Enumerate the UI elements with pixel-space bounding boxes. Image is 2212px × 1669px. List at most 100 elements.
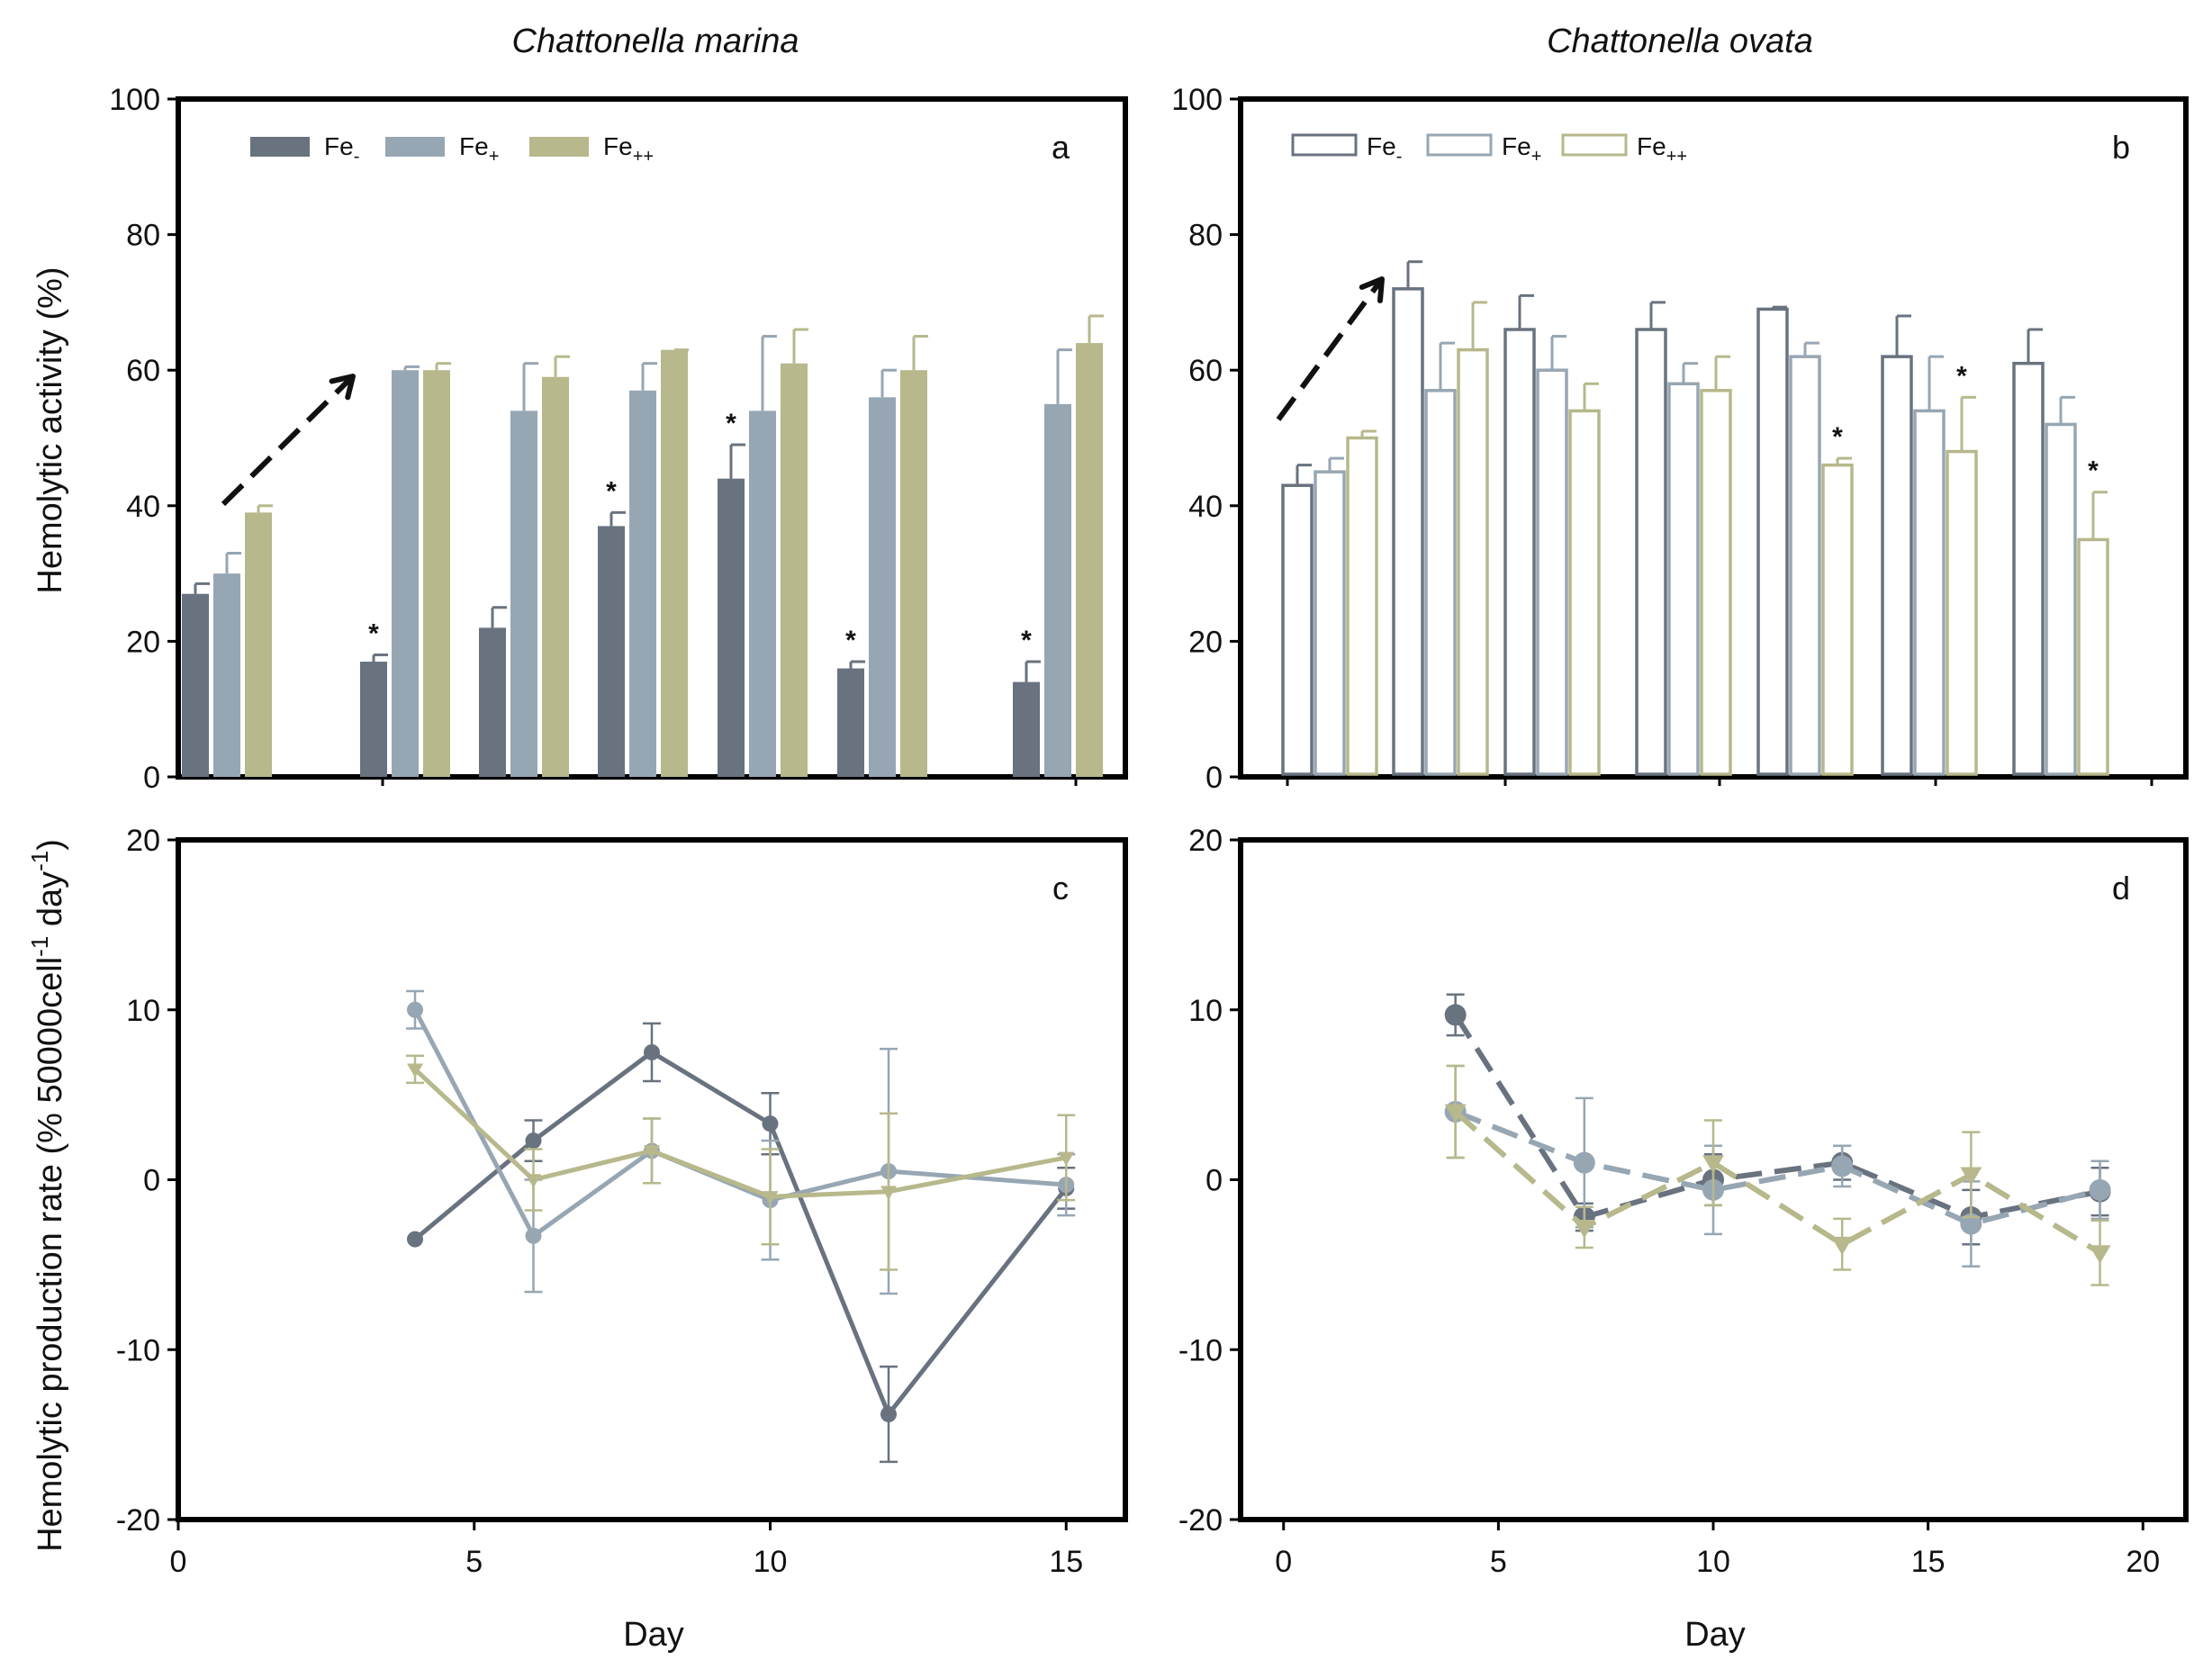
panel-a-y-tick-label-5: 100	[109, 83, 160, 117]
panel-d-line-Fe++	[1453, 1109, 2102, 1256]
panel-b-bar-Fe+-day7	[1536, 368, 1568, 776]
panel-a-y-tick-label-4: 80	[126, 219, 160, 253]
panel-d-marker-Fe+-day7	[1573, 1151, 1595, 1174]
panel-c-line-Fe+	[412, 1008, 1067, 1239]
panel-d-x-tick-label-2: 10	[1696, 1545, 1730, 1579]
panel-a-bar-Fe+-day0	[213, 573, 240, 777]
panel-a-bar-Fe--day6	[479, 627, 506, 777]
panel-b-y-tick-label-0: 0	[1205, 761, 1223, 795]
panel-c-line-chart: -20 -10 0 10 20 0 5 10 15 c	[116, 824, 1128, 1579]
panel-a-bar-Fe+-day8	[629, 390, 656, 777]
panel-b-bar-Fe--day4	[1392, 287, 1424, 776]
rate-label-main: Hemolytic production rate (% 50000cell	[32, 957, 69, 1552]
panel-a-legend-swatch-Fe+	[385, 137, 445, 157]
panel-b-bar-Fe++-day10	[1700, 389, 1732, 776]
panel-c-marker-Fe++-day8	[644, 1145, 660, 1159]
panel-c-y-tick-label-1: -10	[116, 1333, 160, 1367]
panel-a-bar-chart: 0 20 40 60 80 100 * * * * * Fe- Fe+ Fe++ a	[109, 83, 1128, 795]
panel-a-legend-swatch-Fe++	[529, 137, 589, 157]
panel-c-y-tick-label-2: 0	[143, 1164, 160, 1198]
panel-a-significance-Fe--day4: *	[368, 618, 379, 648]
panel-a-y-tick-label-0: 0	[143, 761, 160, 795]
panel-c-marker-Fe+-day6	[525, 1227, 542, 1244]
panel-c-marker-Fe--day6	[525, 1132, 542, 1150]
panel-d-marker-Fe+-day13	[1831, 1155, 1854, 1177]
panel-b-letter: b	[2112, 129, 2130, 166]
panel-b-bar-Fe++-day13	[1821, 463, 1854, 776]
panel-d-marker-Fe++-day10	[1702, 1155, 1724, 1174]
panel-a-arrow-head	[329, 374, 356, 401]
panel-b-arrow-head	[1359, 276, 1385, 303]
panel-c-marker-Fe--day4	[407, 1231, 423, 1248]
panel-c-x-tick-label-3: 15	[1049, 1545, 1083, 1579]
panel-b-bar-Fe+-day19	[2045, 422, 2077, 776]
panel-a-legend-swatch-Fe-	[250, 137, 310, 157]
panel-d-y-tick-label-0: -20	[1178, 1503, 1223, 1538]
panel-b-bar-Fe++-day7	[1568, 409, 1601, 776]
panel-b-significance-Fe++-day19: *	[2088, 456, 2099, 486]
panel-b-bar-Fe--day19	[2012, 361, 2045, 776]
rate-label-sup2: -1	[26, 851, 53, 871]
panel-b-bar-Fe--day13	[1756, 307, 1789, 776]
panel-a-letter: a	[1052, 129, 1070, 166]
panel-d-marker-Fe+-day16	[1960, 1213, 1982, 1235]
panel-d-marker-Fe++-day13	[1831, 1236, 1854, 1256]
x-axis-title-c: Day	[623, 1616, 684, 1654]
panel-d-x-tick-label-1: 5	[1490, 1545, 1507, 1579]
panel-a-bar-Fe--day15	[1013, 681, 1040, 777]
panel-a-bar-Fe--day0	[182, 593, 209, 777]
panel-c-marker-Fe++-day4	[407, 1063, 423, 1078]
panel-a-bar-Fe--day8	[598, 526, 625, 777]
panel-a-significance-Fe--day8: *	[606, 476, 617, 506]
panel-b-bar-Fe+-day16	[1913, 409, 1946, 776]
panel-b-bar-Fe--day10	[1635, 328, 1667, 776]
panel-a-bar-Fe--day4	[360, 661, 387, 777]
panel-a-y-tick-label-3: 60	[126, 354, 160, 388]
panel-a-significance-Fe--day15: *	[1021, 626, 1032, 655]
panel-b-bar-Fe++-day16	[1946, 449, 1978, 776]
rate-label-sup1: -1	[26, 936, 53, 957]
panel-b-y-tick-label-4: 80	[1188, 219, 1223, 253]
panel-b-y-tick-label-1: 20	[1188, 625, 1223, 659]
rate-label-end: )	[32, 839, 69, 851]
panel-c-marker-Fe--day10	[762, 1115, 779, 1132]
panel-d-marker-Fe++-day4	[1444, 1104, 1467, 1123]
panel-b-bar-Fe--day16	[1881, 355, 1913, 776]
panel-c-marker-Fe--day8	[644, 1043, 660, 1060]
panel-b-significance-Fe++-day13: *	[1832, 422, 1843, 452]
panel-c-line-Fe-	[413, 1050, 1069, 1417]
panel-c-x-tick-label-1: 5	[465, 1545, 483, 1579]
panel-d-y-tick-label-2: 0	[1205, 1164, 1223, 1198]
panel-a-legend-label-Fe-: Fe-	[324, 132, 359, 167]
panel-a-bar-Fe+-day4	[392, 370, 419, 777]
panel-c-y-tick-label-4: 20	[126, 824, 160, 858]
x-axis-title-d: Day	[1684, 1616, 1746, 1654]
panel-b-legend-label-Fe-: Fe-	[1367, 132, 1402, 167]
panel-b-legend-label-Fe+: Fe+	[1502, 132, 1541, 167]
panel-a-legend-label-Fe+: Fe+	[459, 132, 499, 167]
panel-b-bar-Fe+-day0	[1314, 470, 1346, 776]
y-axis-title-activity: Hemolytic activity (%)	[32, 266, 69, 593]
panel-a-bar-Fe++-day8	[661, 349, 688, 777]
panel-c-letter: c	[1052, 870, 1069, 907]
panel-c-line-Fe++	[413, 1067, 1067, 1199]
panel-d-x-tick-label-0: 0	[1275, 1545, 1292, 1579]
panel-b-bar-Fe++-day0	[1346, 436, 1378, 776]
panel-d-marker-Fe++-day7	[1573, 1219, 1595, 1239]
panel-b-legend-swatch-Fe++	[1561, 133, 1628, 157]
panel-d-letter: d	[2112, 870, 2130, 907]
panel-d-marker-Fe--day4	[1444, 1004, 1467, 1026]
panel-a-bar-Fe+-day10	[749, 410, 776, 777]
panel-b-legend-swatch-Fe+	[1426, 133, 1493, 157]
panel-b-bar-Fe++-day19	[2077, 537, 2109, 776]
panel-a-bar-Fe--day10	[718, 478, 745, 777]
panel-b-frame	[1238, 96, 2189, 780]
panel-d-marker-Fe++-day16	[1960, 1167, 1982, 1186]
panel-b-bar-Fe++-day4	[1457, 347, 1489, 776]
panel-c-marker-Fe+-day4	[407, 1001, 423, 1018]
panel-a-bar-Fe++-day0	[245, 512, 272, 777]
panel-c-y-tick-label-3: 10	[126, 994, 160, 1028]
panel-b-legend-label-Fe++: Fe++	[1637, 132, 1687, 167]
panel-b-legend-swatch-Fe-	[1291, 133, 1358, 157]
